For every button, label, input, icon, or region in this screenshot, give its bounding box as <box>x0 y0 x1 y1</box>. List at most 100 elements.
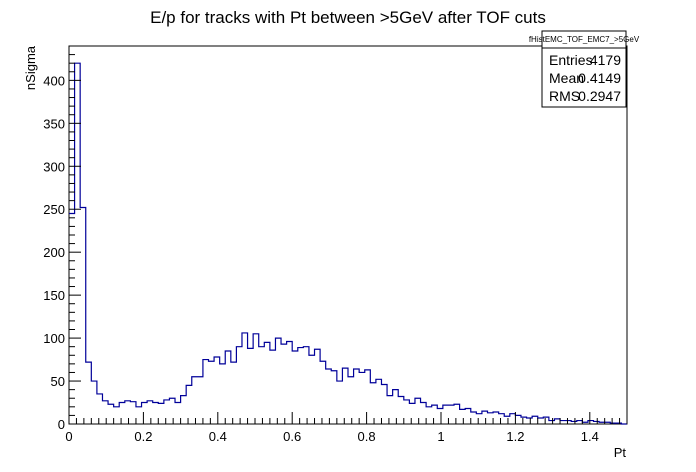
histogram-bin <box>236 347 242 424</box>
stats-mean-label: Mean <box>549 70 584 86</box>
histogram-bin <box>365 370 371 424</box>
x-tick-label: 1.4 <box>581 429 599 444</box>
histogram-bin <box>320 361 326 424</box>
histogram-bin <box>197 377 203 424</box>
histogram-bin <box>488 413 494 424</box>
histogram-bin <box>454 404 460 424</box>
stats-entries-label: Entries <box>549 52 593 68</box>
histogram-bin <box>515 415 521 424</box>
y-tick-label: 350 <box>43 116 65 131</box>
x-tick-label: 0.8 <box>358 429 376 444</box>
histogram-bin <box>298 348 304 424</box>
y-axis: 0 50 100 150 200 250 300 350 400 <box>43 45 81 432</box>
histogram-bin <box>108 404 114 424</box>
stats-box-name: fHistEMC_TOF_EMC7_>5GeV <box>529 35 640 44</box>
x-tick-label: 1 <box>437 429 444 444</box>
histogram-bin <box>119 403 125 424</box>
x-tick-label: 1.2 <box>506 429 524 444</box>
histogram-bin <box>220 364 226 424</box>
histogram-bin <box>538 418 544 424</box>
x-tick-label: 0.4 <box>209 429 227 444</box>
histogram-bin <box>460 409 466 424</box>
histogram-bin <box>337 381 343 424</box>
histogram-bin <box>91 381 97 424</box>
stats-rms-label: RMS <box>549 88 580 104</box>
histogram-bin <box>292 351 298 424</box>
histogram-bin <box>476 414 482 424</box>
stats-box: fHistEMC_TOF_EMC7_>5GeV Entries 4179 Mea… <box>529 30 640 108</box>
histogram-bin <box>443 405 449 424</box>
histogram-bin <box>432 405 438 424</box>
histogram-bin <box>554 419 560 424</box>
histogram-bin <box>153 403 159 424</box>
histogram-bin <box>253 334 259 424</box>
y-tick-label: 150 <box>43 288 65 303</box>
histogram-bin <box>465 409 471 424</box>
y-tick-label: 0 <box>58 417 65 432</box>
histogram-bin <box>75 63 81 424</box>
y-axis-label: nSigma <box>23 45 38 90</box>
histogram-bin <box>102 401 108 424</box>
histogram-bin <box>482 411 488 424</box>
histogram-bin <box>225 351 231 424</box>
histogram-bin <box>354 369 360 424</box>
histogram-bin <box>309 355 315 424</box>
histogram-bin <box>398 397 404 424</box>
histogram-bin <box>136 407 142 424</box>
histogram-bin <box>348 377 354 424</box>
histogram-bin <box>404 400 410 424</box>
histogram-bin <box>376 379 382 424</box>
histogram-bin <box>342 368 348 424</box>
histogram-bin <box>114 407 120 424</box>
histogram-bin <box>426 407 432 424</box>
histogram-bin <box>510 414 516 424</box>
histogram-bin <box>370 383 376 424</box>
histogram-bin <box>421 403 427 424</box>
histogram-bin <box>86 362 92 424</box>
histogram-bin <box>281 344 287 424</box>
histogram-bin <box>527 418 533 424</box>
histogram-bin <box>125 401 131 424</box>
histogram-bin <box>275 338 281 424</box>
histogram-bin <box>203 360 209 424</box>
histogram-bin <box>231 362 237 424</box>
histogram-bin <box>499 414 505 424</box>
histogram-bin <box>393 390 399 424</box>
histogram-bin <box>186 385 192 424</box>
histogram-bin <box>209 361 215 424</box>
histogram-bin <box>315 349 321 424</box>
histogram-bin <box>532 416 538 424</box>
x-axis-label: Pt <box>614 445 627 460</box>
stats-mean-value: 0.4149 <box>578 70 621 86</box>
histogram-bin <box>437 409 443 424</box>
histogram-series <box>69 62 627 425</box>
histogram-bin <box>97 394 103 424</box>
histogram-bin <box>164 400 170 424</box>
histogram-outline <box>69 62 627 425</box>
x-tick-label: 0.2 <box>134 429 152 444</box>
histogram-bin <box>130 402 136 424</box>
histogram-bin <box>381 384 387 424</box>
histogram-bin <box>181 396 187 424</box>
histogram-bin <box>214 357 220 424</box>
histogram-bin <box>387 396 393 424</box>
y-tick-label: 250 <box>43 202 65 217</box>
histogram-bin <box>259 347 265 424</box>
stats-entries-value: 4179 <box>590 52 621 68</box>
y-tick-label: 200 <box>43 245 65 260</box>
histogram-bin <box>409 403 415 424</box>
x-axis: 0 0.2 0.4 0.6 0.8 1 1.2 1.4 <box>65 412 628 444</box>
histogram-bin <box>543 417 549 424</box>
y-tick-label: 300 <box>43 159 65 174</box>
histogram-bin <box>248 348 254 424</box>
stats-rms-value: 0.2947 <box>578 88 621 104</box>
histogram-bin <box>521 417 527 424</box>
y-tick-label: 400 <box>43 73 65 88</box>
histogram-bin <box>287 342 293 424</box>
histogram-bin <box>192 377 198 424</box>
histogram-bin <box>175 403 181 424</box>
histogram-bin <box>169 398 175 424</box>
y-tick-label: 50 <box>51 374 65 389</box>
stats-box-frame <box>541 30 627 108</box>
